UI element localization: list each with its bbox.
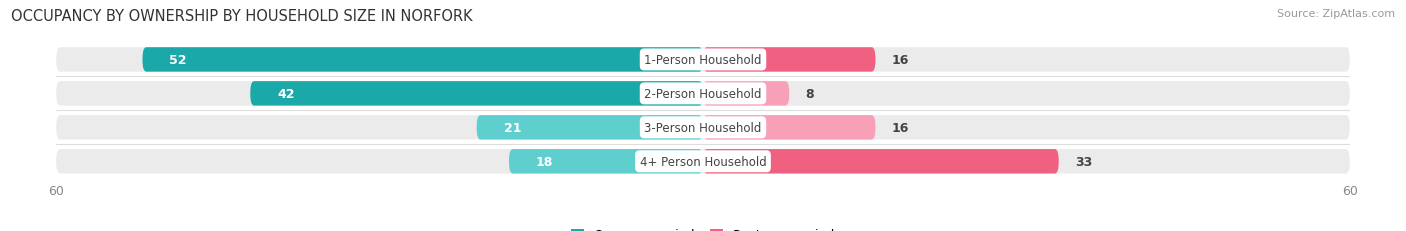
Text: Source: ZipAtlas.com: Source: ZipAtlas.com (1277, 9, 1395, 19)
FancyBboxPatch shape (703, 82, 789, 106)
Text: 8: 8 (806, 88, 814, 100)
Text: 52: 52 (170, 54, 187, 67)
FancyBboxPatch shape (250, 82, 703, 106)
Text: 21: 21 (503, 121, 522, 134)
FancyBboxPatch shape (56, 149, 1350, 174)
Text: 1-Person Household: 1-Person Household (644, 54, 762, 67)
FancyBboxPatch shape (703, 116, 876, 140)
Text: OCCUPANCY BY OWNERSHIP BY HOUSEHOLD SIZE IN NORFORK: OCCUPANCY BY OWNERSHIP BY HOUSEHOLD SIZE… (11, 9, 472, 24)
FancyBboxPatch shape (509, 149, 703, 174)
Text: 2-Person Household: 2-Person Household (644, 88, 762, 100)
Legend: Owner-occupied, Renter-occupied: Owner-occupied, Renter-occupied (567, 223, 839, 231)
Text: 3-Person Household: 3-Person Household (644, 121, 762, 134)
Text: 33: 33 (1074, 155, 1092, 168)
FancyBboxPatch shape (142, 48, 703, 72)
Text: 18: 18 (536, 155, 554, 168)
FancyBboxPatch shape (56, 48, 1350, 72)
Text: 42: 42 (277, 88, 295, 100)
Text: 16: 16 (891, 121, 910, 134)
Text: 16: 16 (891, 54, 910, 67)
FancyBboxPatch shape (56, 82, 1350, 106)
FancyBboxPatch shape (703, 48, 876, 72)
FancyBboxPatch shape (56, 116, 1350, 140)
Text: 4+ Person Household: 4+ Person Household (640, 155, 766, 168)
FancyBboxPatch shape (703, 149, 1059, 174)
FancyBboxPatch shape (477, 116, 703, 140)
